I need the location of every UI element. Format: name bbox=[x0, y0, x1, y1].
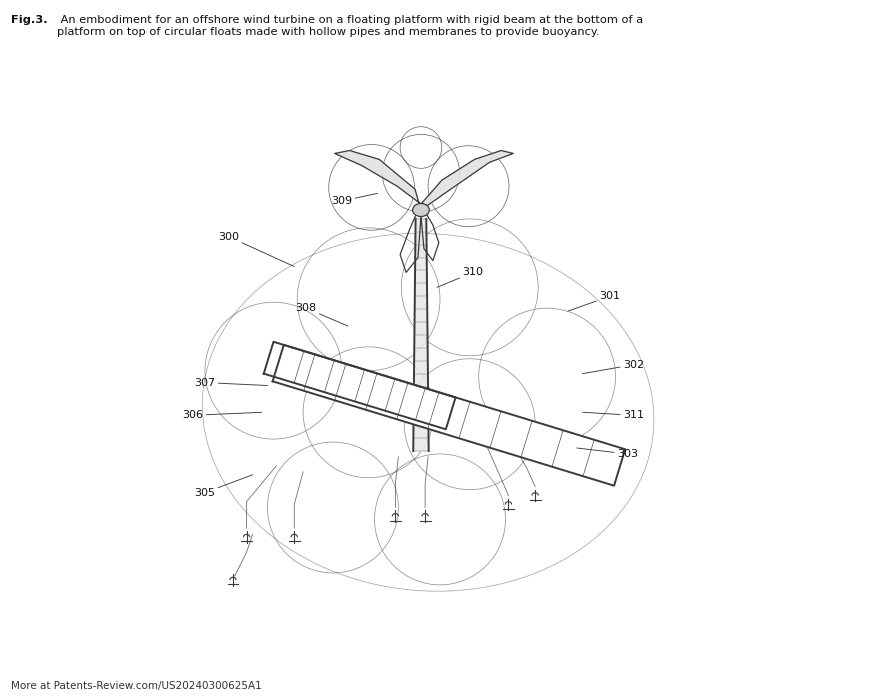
Polygon shape bbox=[273, 345, 625, 486]
Polygon shape bbox=[334, 150, 421, 210]
Text: 308: 308 bbox=[296, 303, 348, 326]
Polygon shape bbox=[421, 150, 513, 210]
Text: Fig.3.: Fig.3. bbox=[11, 15, 48, 25]
Text: 309: 309 bbox=[331, 193, 378, 206]
Text: 307: 307 bbox=[194, 377, 268, 388]
Text: 305: 305 bbox=[194, 475, 253, 498]
Text: 302: 302 bbox=[583, 360, 644, 374]
Text: 311: 311 bbox=[583, 410, 644, 420]
Text: 301: 301 bbox=[568, 291, 620, 311]
Text: 306: 306 bbox=[182, 410, 261, 420]
Text: More at Patents-Review.com/US20240300625A1: More at Patents-Review.com/US20240300625… bbox=[11, 681, 261, 691]
Text: An embodiment for an offshore wind turbine on a floating platform with rigid bea: An embodiment for an offshore wind turbi… bbox=[57, 15, 643, 37]
Polygon shape bbox=[414, 219, 429, 451]
Ellipse shape bbox=[413, 204, 429, 216]
Text: 310: 310 bbox=[437, 267, 483, 287]
Text: 300: 300 bbox=[218, 232, 294, 267]
Text: 303: 303 bbox=[577, 448, 638, 459]
Polygon shape bbox=[264, 342, 456, 429]
